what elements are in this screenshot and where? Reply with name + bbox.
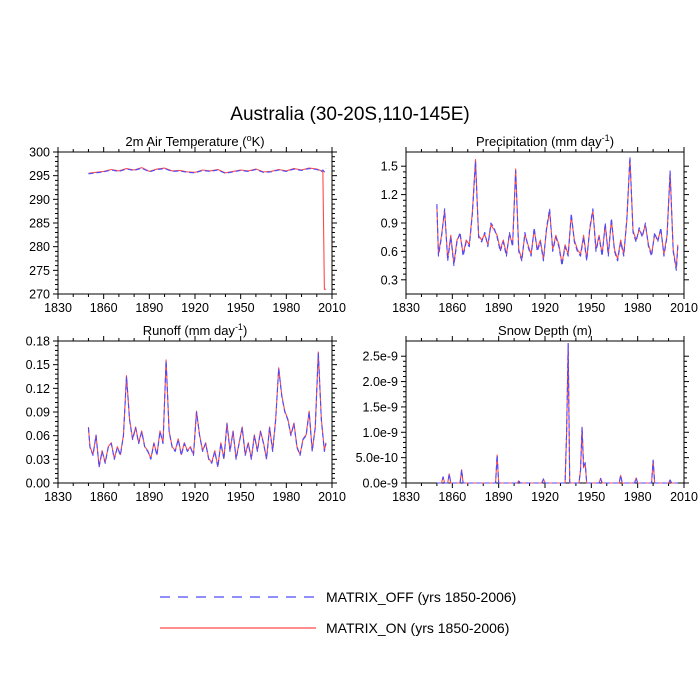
y-tick-label: 0.0e-9 [363, 477, 398, 491]
panel-title-sup: -1 [235, 322, 243, 332]
y-tick-label: 1.5 [381, 160, 398, 174]
x-tick-label: 1950 [577, 490, 605, 504]
y-tick-label: 1.5e-9 [363, 400, 398, 414]
legend-label-matrix-on: MATRIX_ON (yrs 1850-2006) [326, 620, 509, 636]
y-tick-label: 1.2 [381, 188, 398, 202]
series-line-matrix-on [88, 167, 326, 290]
plot-frame [405, 151, 685, 295]
x-tick-label: 1980 [624, 490, 652, 504]
panel-1: 2m Air Temperature (oK) 1830 1860 1890 1920 1… [29, 133, 346, 315]
y-tick-label: 0.18 [26, 335, 50, 349]
x-tick-label: 1920 [531, 301, 559, 315]
y-tick-label: 295 [29, 169, 50, 183]
y-tick-label: 0.15 [26, 358, 50, 372]
legend: MATRIX_OFF (yrs 1850-2006) MATRIX_ON (yr… [160, 589, 516, 636]
y-tick-label: 0.3 [381, 273, 398, 287]
panel-title: Snow Depth (m) [498, 323, 592, 338]
y-tick-label: 285 [29, 217, 50, 231]
series-line-matrix-off [436, 156, 679, 271]
x-tick-label: 1860 [90, 301, 118, 315]
panel-title-end: K) [252, 134, 265, 149]
panel-title-main: Runoff (mm day [143, 323, 236, 338]
y-tick-label: 0.00 [26, 477, 50, 491]
panel-4: Snow Depth (m) 1830 1860 1890 1920 1950 1980 20… [356, 323, 698, 504]
x-tick-label: 1890 [135, 490, 163, 504]
x-tick-label: 1920 [181, 490, 209, 504]
x-tick-label: 1830 [392, 490, 420, 504]
y-tick-label: 300 [29, 146, 50, 160]
panel-title-main: 2m Air Temperature ( [125, 134, 247, 149]
y-tick-label: 0.6 [381, 245, 398, 259]
x-tick-label: 1860 [438, 301, 466, 315]
x-tick-label: 1920 [531, 490, 559, 504]
x-tick-label: 1980 [624, 301, 652, 315]
x-tick-label: 1980 [272, 301, 300, 315]
y-tick-label: 275 [29, 264, 50, 278]
y-tick-label: 290 [29, 193, 50, 207]
series-line-matrix-off [88, 167, 327, 175]
x-tick-label: 1980 [272, 490, 300, 504]
x-tick-label: 1920 [181, 301, 209, 315]
figure-title: Australia (30-20S,110-145E) [230, 104, 469, 125]
panel-title-main: Snow Depth (m) [498, 323, 592, 338]
panel-title-sup: o [247, 133, 252, 143]
panel-title: 2m Air Temperature (oK) [125, 133, 264, 149]
x-tick-label: 1860 [90, 490, 118, 504]
panel-title-sup: -1 [602, 133, 610, 143]
plot-frame [405, 340, 685, 484]
x-tick-label: 1830 [44, 301, 72, 315]
legend-label-matrix-off: MATRIX_OFF (yrs 1850-2006) [326, 589, 516, 605]
y-tick-label: 0.9 [381, 217, 398, 231]
panel-title: Runoff (mm day-1) [143, 322, 248, 338]
y-tick-label: 1.0e-9 [363, 426, 398, 440]
x-tick-label: 2010 [318, 490, 346, 504]
panel-title: Precipitation (mm day-1) [476, 133, 614, 149]
x-tick-label: 1950 [227, 301, 255, 315]
y-tick-label: 0.06 [26, 429, 50, 443]
panel-title-end: ) [610, 134, 614, 149]
x-tick-label: 1830 [44, 490, 72, 504]
x-tick-label: 1950 [577, 301, 605, 315]
panel-title-end: ) [243, 323, 247, 338]
y-tick-label: 0.03 [26, 453, 50, 467]
plot-frame [57, 151, 333, 295]
y-tick-label: 280 [29, 240, 50, 254]
x-tick-label: 1950 [227, 490, 255, 504]
x-tick-label: 2010 [670, 490, 698, 504]
x-tick-label: 1890 [485, 490, 513, 504]
x-tick-label: 1860 [438, 490, 466, 504]
panel-title-main: Precipitation (mm day [476, 134, 602, 149]
x-tick-label: 2010 [670, 301, 698, 315]
x-tick-label: 1830 [392, 301, 420, 315]
panel-3: Runoff (mm day-1) 1830 1860 1890 1920 1950 198… [26, 322, 346, 504]
series-line-matrix-off [436, 342, 678, 484]
x-tick-label: 2010 [318, 301, 346, 315]
x-tick-label: 1890 [485, 301, 513, 315]
y-tick-label: 270 [29, 288, 50, 302]
panel-2: Precipitation (mm day-1) 1830 1860 1890 1920… [381, 133, 698, 315]
y-tick-label: 0.09 [26, 406, 50, 420]
y-tick-label: 5.0e-10 [356, 451, 398, 465]
series-line-matrix-on [436, 342, 678, 484]
y-tick-label: 2.5e-9 [363, 350, 398, 364]
y-tick-label: 0.12 [26, 382, 50, 396]
panels: 2m Air Temperature (oK) 1830 1860 1890 1920 1… [26, 133, 698, 504]
series-line-matrix-on [436, 158, 679, 269]
series-line-matrix-off [87, 352, 327, 468]
y-tick-label: 2.0e-9 [363, 375, 398, 389]
x-tick-label: 1890 [135, 301, 163, 315]
